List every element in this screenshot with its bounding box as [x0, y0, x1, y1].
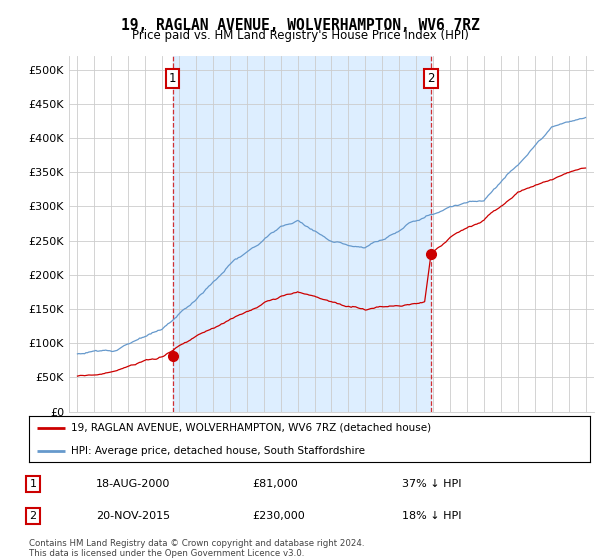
Text: 19, RAGLAN AVENUE, WOLVERHAMPTON, WV6 7RZ: 19, RAGLAN AVENUE, WOLVERHAMPTON, WV6 7R… — [121, 18, 479, 33]
Text: 18% ↓ HPI: 18% ↓ HPI — [402, 511, 461, 521]
Bar — [173, 56, 431, 412]
Text: 37% ↓ HPI: 37% ↓ HPI — [402, 479, 461, 489]
Text: £81,000: £81,000 — [252, 479, 298, 489]
Text: HPI: Average price, detached house, South Staffordshire: HPI: Average price, detached house, Sout… — [71, 446, 365, 455]
Text: 1: 1 — [169, 72, 176, 85]
Text: 1: 1 — [29, 479, 37, 489]
Text: 2: 2 — [427, 72, 435, 85]
Text: 20-NOV-2015: 20-NOV-2015 — [96, 511, 170, 521]
Text: 18-AUG-2000: 18-AUG-2000 — [96, 479, 170, 489]
Text: 2: 2 — [29, 511, 37, 521]
Text: Price paid vs. HM Land Registry's House Price Index (HPI): Price paid vs. HM Land Registry's House … — [131, 29, 469, 42]
Text: 19, RAGLAN AVENUE, WOLVERHAMPTON, WV6 7RZ (detached house): 19, RAGLAN AVENUE, WOLVERHAMPTON, WV6 7R… — [71, 423, 431, 432]
Text: £230,000: £230,000 — [252, 511, 305, 521]
Text: Contains HM Land Registry data © Crown copyright and database right 2024.
This d: Contains HM Land Registry data © Crown c… — [29, 539, 364, 558]
